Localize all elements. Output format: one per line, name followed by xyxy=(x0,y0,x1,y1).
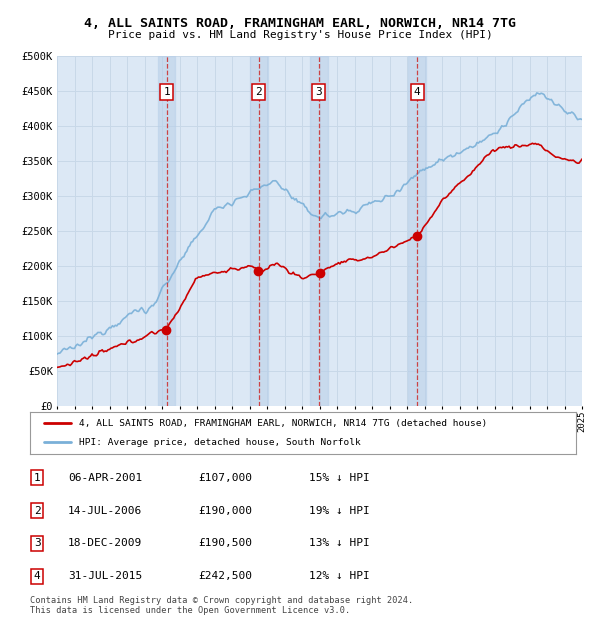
Text: 15% ↓ HPI: 15% ↓ HPI xyxy=(308,472,370,483)
Text: 18-DEC-2009: 18-DEC-2009 xyxy=(68,538,142,549)
Text: 31-JUL-2015: 31-JUL-2015 xyxy=(68,571,142,582)
Text: 14-JUL-2006: 14-JUL-2006 xyxy=(68,505,142,516)
Text: 3: 3 xyxy=(316,87,322,97)
Text: 12% ↓ HPI: 12% ↓ HPI xyxy=(308,571,370,582)
Text: Price paid vs. HM Land Registry's House Price Index (HPI): Price paid vs. HM Land Registry's House … xyxy=(107,30,493,40)
Text: 13% ↓ HPI: 13% ↓ HPI xyxy=(308,538,370,549)
Text: 3: 3 xyxy=(34,538,41,549)
Text: £242,500: £242,500 xyxy=(198,571,252,582)
Text: 1: 1 xyxy=(163,87,170,97)
Text: 1: 1 xyxy=(34,472,41,483)
Text: 4: 4 xyxy=(414,87,421,97)
Bar xyxy=(158,56,175,406)
Text: 19% ↓ HPI: 19% ↓ HPI xyxy=(308,505,370,516)
Bar xyxy=(409,56,426,406)
Text: 06-APR-2001: 06-APR-2001 xyxy=(68,472,142,483)
Text: £190,000: £190,000 xyxy=(198,505,252,516)
Text: £190,500: £190,500 xyxy=(198,538,252,549)
Text: £107,000: £107,000 xyxy=(198,472,252,483)
Text: 4, ALL SAINTS ROAD, FRAMINGHAM EARL, NORWICH, NR14 7TG: 4, ALL SAINTS ROAD, FRAMINGHAM EARL, NOR… xyxy=(84,17,516,30)
Text: HPI: Average price, detached house, South Norfolk: HPI: Average price, detached house, Sout… xyxy=(79,438,361,447)
Text: 2: 2 xyxy=(256,87,262,97)
Text: 4: 4 xyxy=(34,571,41,582)
Bar xyxy=(250,56,268,406)
Text: 2: 2 xyxy=(34,505,41,516)
Text: 4, ALL SAINTS ROAD, FRAMINGHAM EARL, NORWICH, NR14 7TG (detached house): 4, ALL SAINTS ROAD, FRAMINGHAM EARL, NOR… xyxy=(79,418,487,428)
Text: Contains HM Land Registry data © Crown copyright and database right 2024.
This d: Contains HM Land Registry data © Crown c… xyxy=(30,596,413,615)
Bar xyxy=(310,56,328,406)
